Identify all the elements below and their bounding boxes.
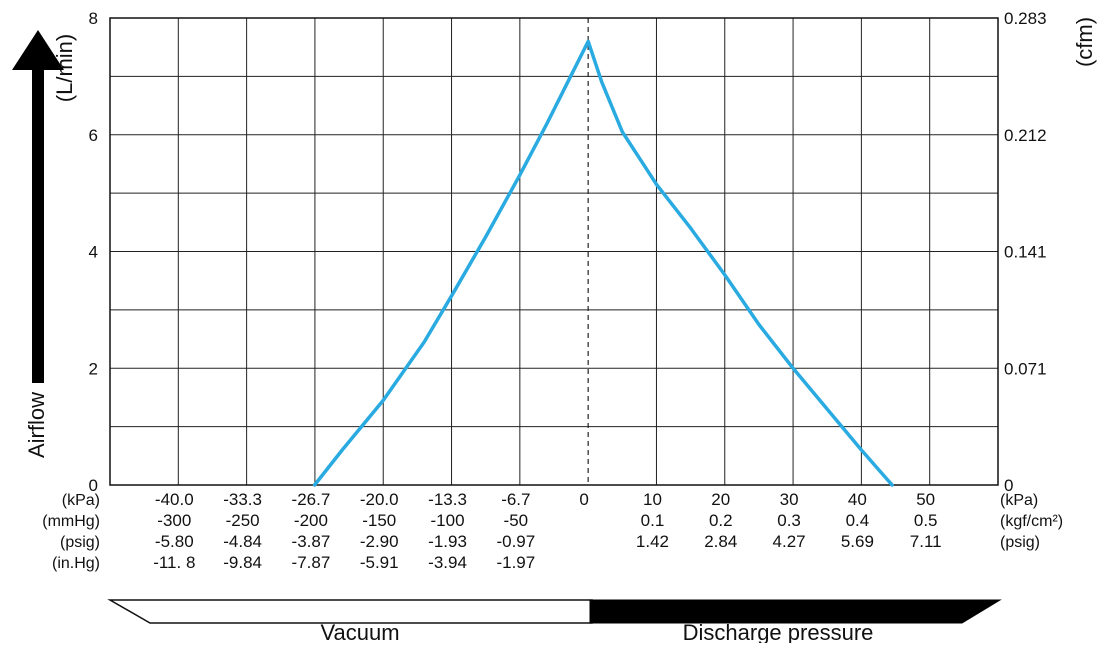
row-value: 0.5 [914,511,938,530]
row-value: 40 [848,490,867,509]
y2-tick-label: 0.283 [1004,9,1047,28]
row-value: 1.42 [636,532,669,551]
row-value: -150 [362,511,396,530]
row-value: -2.90 [360,532,399,551]
row-value: 50 [916,490,935,509]
row-value: -5.80 [155,532,194,551]
row-unit-label: (in.Hg) [52,555,100,572]
row-value: -7.87 [292,553,331,572]
row-value: 0.4 [846,511,870,530]
row-value: -3.94 [428,553,467,572]
right-unit-label: (kPa) [1000,492,1038,509]
row-value: 7.11 [910,532,942,551]
right-unit-label: (psig) [1000,534,1040,551]
y-tick-label: 2 [89,359,98,378]
decorations [12,30,1002,624]
row-value: -3.87 [292,532,331,551]
grid [109,17,999,486]
row-value: -50 [504,511,529,530]
y-tick-label: 6 [89,126,98,145]
row-value: -1.93 [428,532,467,551]
row-unit-label: (psig) [60,534,100,551]
row-value: -4.84 [223,532,262,551]
y-tick-label: 4 [89,243,98,262]
discharge-arrow [589,599,1002,624]
airflow-arrow-head [12,30,64,70]
y-tick-label: 8 [89,9,98,28]
row-value: 30 [780,490,799,509]
y2-tick-label: 0.212 [1004,126,1047,145]
right-unit-label: (kgf/cm²) [1000,513,1063,530]
row-value: -200 [294,511,328,530]
y-tick-label: 0 [89,476,98,495]
row-value: 0.1 [641,511,665,530]
row-value: 0 [579,490,588,509]
airflow-arrow-shaft [32,68,44,383]
row-value: -11. 8 [153,553,195,572]
row-value: -13.3 [428,490,467,509]
row-value: 0.2 [709,511,733,530]
row-value: 10 [643,490,662,509]
row-unit-label: (mmHg) [42,513,100,530]
row-value: 4.27 [773,532,806,551]
y2-tick-label: 0.071 [1004,359,1047,378]
discharge-label: Discharge pressure [683,620,874,643]
row-unit-label: (kPa) [62,492,100,509]
row-value: -250 [226,511,260,530]
row-value: -0.97 [496,532,535,551]
y2-tick-label: 0 [1004,476,1013,495]
row-value: -20.0 [360,490,399,509]
row-value: 5.69 [841,532,874,551]
row-value: 20 [711,490,730,509]
vacuum-label: Vacuum [320,620,399,643]
row-value: -33.3 [223,490,262,509]
data-marks [312,39,894,487]
row-value: 2.84 [704,532,737,551]
row-value: -100 [431,511,465,530]
y-axis-title: Airflow [24,392,49,458]
row-value: -40.0 [155,490,194,509]
row-value: -26.7 [292,490,331,509]
row-value: -6.7 [501,490,530,509]
y2-tick-label: 0.141 [1004,243,1047,262]
y2-unit-label: (cfm) [1072,17,1097,67]
plot-frame [109,17,999,486]
row-value: 0.3 [777,511,801,530]
row-value: -300 [157,511,191,530]
vacuum-arrow [107,599,593,624]
row-value: -1.97 [496,553,535,572]
row-value: -9.84 [223,553,262,572]
airflow-series-line [312,39,894,487]
row-value: -5.91 [360,553,399,572]
